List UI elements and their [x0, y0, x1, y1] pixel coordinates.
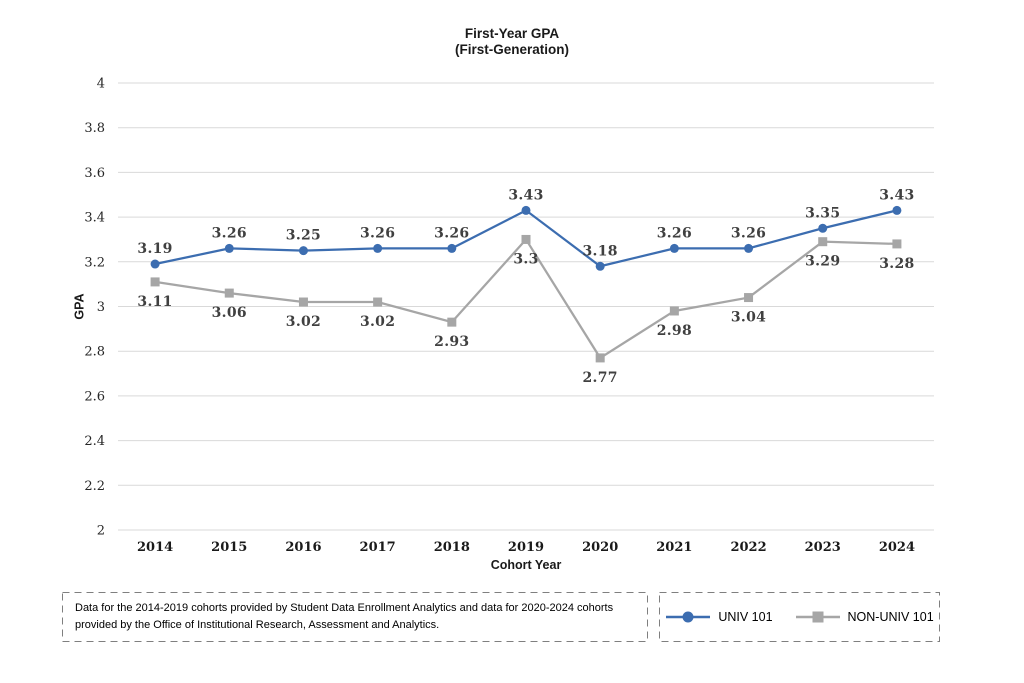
- data-label: 3.43: [508, 187, 543, 203]
- data-label: 3.11: [137, 294, 172, 310]
- data-point[interactable]: [447, 317, 457, 327]
- chart-title-line2: (First-Generation): [454, 42, 569, 57]
- data-label: 3.26: [212, 225, 247, 241]
- data-point[interactable]: [298, 297, 308, 307]
- footnote-box-border: [62, 592, 648, 642]
- x-axis-tick-label: 2022: [730, 540, 766, 555]
- y-axis-tick-label: 2.4: [84, 434, 105, 449]
- line-circle-marker-icon: [666, 611, 711, 623]
- legend-box-border: [659, 592, 940, 642]
- data-label: 3.26: [731, 225, 766, 241]
- data-label: 3.29: [805, 254, 840, 270]
- data-point[interactable]: [224, 243, 234, 253]
- y-axis-tick-label: 2.2: [84, 479, 105, 494]
- y-axis-tick-label: 2.6: [84, 389, 105, 404]
- data-label: 2.98: [657, 323, 692, 339]
- y-axis-tick-label: 3: [97, 300, 105, 315]
- legend-label-univ101: UNIV 101: [718, 610, 773, 624]
- data-point[interactable]: [224, 288, 234, 298]
- gpa-line-chart: 2 2.2 2.4 2.6 2.8 3 3.2 3.4 3.6 3.8 4 2014 2015 2016 2…: [84, 77, 934, 555]
- chart-title: First-Year GPA (First-Generation): [0, 26, 1024, 58]
- y-axis-tick-label: 2.8: [84, 345, 105, 360]
- x-axis-tick-label: 2024: [879, 540, 915, 555]
- data-label: 3.02: [360, 314, 395, 330]
- data-point[interactable]: [818, 223, 828, 233]
- x-axis-tick-label: 2023: [805, 540, 841, 555]
- data-label: 3.26: [360, 225, 395, 241]
- data-label: 3.26: [434, 225, 469, 241]
- x-axis-tick-label: 2016: [285, 540, 321, 555]
- data-label: 3.28: [879, 256, 914, 272]
- data-point[interactable]: [669, 306, 679, 316]
- data-label: 2.77: [583, 370, 618, 386]
- footnote-text: Data for the 2014-2019 cohorts provided …: [75, 602, 614, 631]
- x-axis-tick-label: 2021: [656, 540, 692, 555]
- data-point[interactable]: [744, 243, 754, 253]
- x-axis-tick-label: 2014: [137, 540, 173, 555]
- data-label: 3.04: [731, 310, 766, 326]
- data-point[interactable]: [892, 205, 902, 215]
- legend-label-non-univ101: NON-UNIV 101: [847, 610, 934, 624]
- data-label: 3.43: [879, 187, 914, 203]
- y-axis-tick-label: 3.2: [84, 255, 105, 270]
- x-axis-tick-label: 2019: [508, 540, 544, 555]
- chart-title-line1: First-Year GPA: [464, 26, 560, 41]
- data-point[interactable]: [150, 277, 160, 287]
- y-axis-tick-label: 4: [97, 77, 105, 92]
- data-label: 3.35: [805, 205, 840, 221]
- data-point[interactable]: [744, 293, 754, 303]
- legend-entry-non-univ101[interactable]: NON-UNIV 101: [795, 610, 934, 624]
- data-point[interactable]: [521, 205, 531, 215]
- data-point[interactable]: [373, 297, 383, 307]
- line-square-marker-icon: [795, 611, 840, 623]
- legend-box: UNIV 101 NON-UNIV 101: [659, 592, 940, 642]
- data-point[interactable]: [818, 237, 828, 247]
- x-axis-tick-label: 2017: [360, 540, 396, 555]
- data-label: 3.02: [286, 314, 321, 330]
- data-label: 3.25: [286, 228, 321, 244]
- data-label: 3.3: [513, 251, 538, 267]
- data-point[interactable]: [892, 239, 902, 249]
- x-axis-tick-label: 2020: [582, 540, 618, 555]
- y-axis-tick-label: 3.8: [84, 121, 105, 136]
- data-label: 3.26: [657, 225, 692, 241]
- legend-entry-univ101[interactable]: UNIV 101: [665, 610, 773, 624]
- x-axis-title: Cohort Year: [490, 558, 562, 572]
- data-point[interactable]: [595, 261, 605, 271]
- data-label: 3.19: [137, 241, 172, 257]
- y-axis-tick-label: 2: [97, 524, 105, 539]
- data-point[interactable]: [669, 243, 679, 253]
- x-axis-tick-label: 2018: [434, 540, 470, 555]
- data-point[interactable]: [447, 243, 457, 253]
- data-point[interactable]: [373, 243, 383, 253]
- data-label: 2.93: [434, 334, 469, 350]
- data-label: 3.18: [583, 243, 618, 259]
- data-point[interactable]: [298, 246, 308, 256]
- y-axis-tick-label: 3.4: [84, 211, 105, 226]
- data-label: 3.06: [212, 305, 247, 321]
- data-point[interactable]: [521, 234, 531, 244]
- x-axis-tick-label: 2015: [211, 540, 247, 555]
- y-axis-tick-label: 3.6: [84, 166, 105, 181]
- data-point[interactable]: [595, 353, 605, 363]
- footnote-box: Data for the 2014-2019 cohorts provided …: [62, 592, 648, 642]
- data-point[interactable]: [150, 259, 160, 269]
